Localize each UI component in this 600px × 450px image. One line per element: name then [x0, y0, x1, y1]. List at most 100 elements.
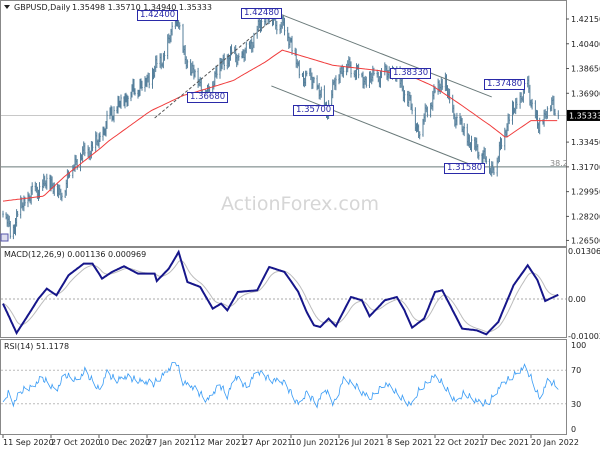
- price-bar: [339, 67, 341, 83]
- price-bar: [342, 66, 345, 78]
- price-bar: [68, 172, 71, 178]
- price-axis-label: 1.40400: [571, 40, 600, 49]
- price-bar: [183, 45, 185, 55]
- price-bar: [159, 53, 161, 68]
- price-bar: [519, 92, 521, 109]
- rsi-line: [2, 361, 559, 409]
- price-bar: [354, 69, 357, 81]
- price-bar: [378, 76, 381, 88]
- price-axis-label: 1.28200: [571, 212, 600, 221]
- price-bar: [83, 141, 85, 155]
- price-bar: [113, 106, 115, 123]
- price-bar: [313, 76, 315, 84]
- price-bar: [52, 182, 54, 194]
- price-bar: [84, 142, 86, 157]
- price-bar: [531, 98, 533, 110]
- price-bar: [408, 90, 410, 107]
- price-bar: [369, 71, 372, 83]
- annotation-high-2: 1.42480: [241, 8, 283, 19]
- price-bar: [340, 65, 342, 75]
- price-bar: [304, 70, 307, 86]
- price-bar: [127, 95, 129, 106]
- price-bar: [426, 106, 429, 118]
- price-bar: [419, 131, 421, 140]
- price-bar: [551, 97, 553, 112]
- price-bar: [171, 22, 173, 36]
- price-bar: [448, 88, 451, 104]
- price-bar: [99, 131, 101, 142]
- macd-plot: [1, 249, 566, 336]
- price-bar: [152, 68, 155, 80]
- price-bar: [51, 176, 53, 189]
- price-bar: [91, 141, 94, 152]
- price-bar: [507, 113, 509, 132]
- price-bar: [512, 101, 515, 115]
- price-bar: [12, 224, 15, 240]
- price-axis-label: 1.38650: [571, 65, 600, 74]
- price-bar: [508, 114, 510, 125]
- price-bar: [44, 175, 46, 187]
- annotation-low-2: 1.35700: [293, 105, 335, 116]
- price-bar: [528, 75, 530, 93]
- panel-corner-icon: [0, 233, 9, 242]
- price-bar: [27, 191, 29, 208]
- moving-average-line: [2, 49, 558, 202]
- price-bar: [155, 55, 157, 72]
- price-panel-frame: [0, 0, 567, 247]
- price-bar: [312, 76, 314, 89]
- price-bar: [228, 55, 231, 67]
- price-bar: [384, 62, 386, 76]
- annotation-high-4: 1.37480: [484, 79, 526, 90]
- price-bar: [253, 32, 255, 49]
- price-bar: [66, 169, 69, 188]
- price-bar: [386, 65, 388, 80]
- price-bar: [516, 97, 518, 109]
- price-bar: [348, 56, 350, 69]
- price-bar: [468, 134, 471, 148]
- price-bar: [493, 167, 495, 175]
- price-bar: [476, 137, 478, 151]
- price-bar: [489, 167, 492, 176]
- price-bar: [452, 94, 454, 113]
- dropdown-triangle-icon[interactable]: [4, 5, 10, 9]
- fib-level-label: 38.2: [550, 159, 568, 168]
- price-bar: [57, 184, 60, 199]
- symbol-header: GBPUSD,Daily: [14, 3, 71, 12]
- price-bar: [75, 155, 77, 166]
- price-bar: [177, 20, 180, 29]
- price-bar: [320, 86, 323, 98]
- price-bar: [422, 118, 424, 137]
- annotation-high-3: 1.38330: [390, 68, 432, 79]
- price-bar: [64, 189, 66, 198]
- price-axis-label: 1.33450: [571, 138, 600, 147]
- price-bar: [373, 67, 375, 76]
- price-bar: [283, 17, 286, 36]
- price-bar: [87, 145, 89, 158]
- price-bar: [199, 76, 201, 87]
- price-bar: [439, 83, 441, 94]
- price-bar: [242, 49, 244, 58]
- price-bar: [194, 69, 196, 78]
- macd-panel-frame: [0, 247, 567, 338]
- price-bar: [500, 138, 503, 149]
- price-bar: [409, 92, 411, 101]
- price-axis-label: 1.29950: [571, 188, 600, 197]
- price-bar: [530, 99, 532, 108]
- price-bar: [456, 112, 458, 126]
- price-bar: [245, 41, 248, 54]
- price-bar: [362, 71, 364, 89]
- price-bar: [197, 67, 199, 88]
- price-bar: [437, 78, 439, 95]
- macd-signal-line: [2, 260, 559, 333]
- rsi-axis-label: 70: [571, 366, 581, 375]
- channel-upper-line: [279, 13, 492, 98]
- channel-lower-line: [271, 85, 477, 168]
- price-bar: [163, 50, 166, 61]
- price-bar: [444, 72, 447, 92]
- price-bar: [148, 73, 150, 89]
- ohlc-header: 1.35498 1.35710 1.34940 1.35333: [72, 3, 212, 12]
- price-bar: [466, 123, 469, 146]
- price-bar: [16, 211, 19, 217]
- price-bar: [216, 65, 218, 79]
